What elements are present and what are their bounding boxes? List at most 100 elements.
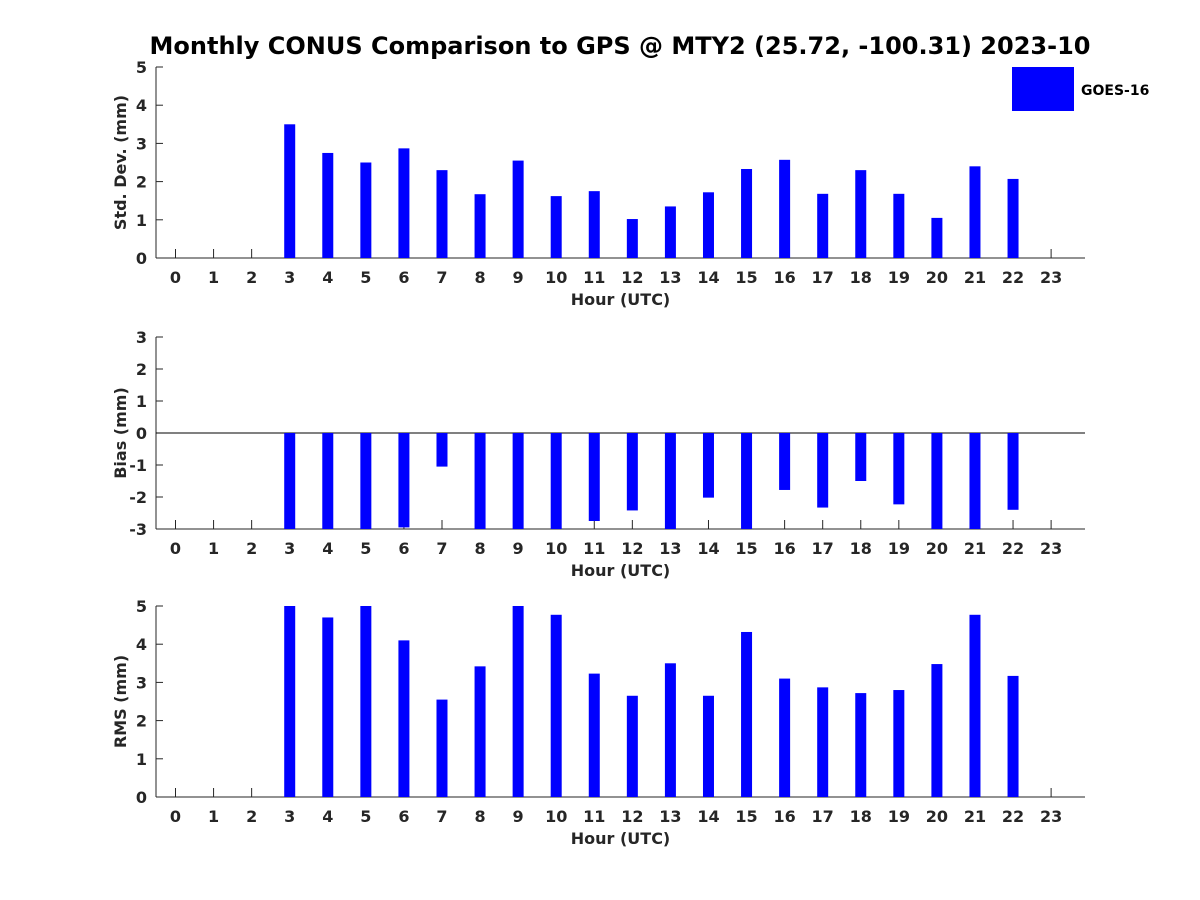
bar-hour-6 bbox=[398, 148, 410, 258]
y-tick-label: 1 bbox=[136, 750, 147, 769]
y-tick-label: 0 bbox=[136, 788, 147, 807]
x-tick-label: 12 bbox=[621, 268, 643, 287]
bar-hour-20 bbox=[931, 433, 943, 529]
x-tick-label: 23 bbox=[1040, 268, 1062, 287]
bar-hour-19 bbox=[893, 193, 905, 258]
x-tick-label: 4 bbox=[322, 807, 333, 826]
x-tick-label: 1 bbox=[208, 268, 219, 287]
y-axis-label: Bias (mm) bbox=[111, 387, 130, 479]
legend-swatch bbox=[1012, 67, 1074, 111]
x-tick-label: 21 bbox=[964, 807, 986, 826]
bar-hour-21 bbox=[969, 166, 981, 258]
x-tick-label: 22 bbox=[1002, 807, 1024, 826]
x-tick-label: 5 bbox=[360, 807, 371, 826]
chart-title: Monthly CONUS Comparison to GPS @ MTY2 (… bbox=[150, 32, 1091, 60]
bar-hour-3 bbox=[284, 124, 296, 258]
bar-hour-15 bbox=[741, 168, 753, 258]
x-tick-label: 23 bbox=[1040, 807, 1062, 826]
bar-hour-9 bbox=[512, 606, 524, 797]
bar-hour-17 bbox=[817, 433, 829, 508]
y-tick-label: 1 bbox=[136, 211, 147, 230]
bar-hour-10 bbox=[550, 433, 562, 529]
x-tick-label: 18 bbox=[850, 268, 872, 287]
y-axis-label: Std. Dev. (mm) bbox=[111, 95, 130, 230]
x-tick-label: 6 bbox=[398, 807, 409, 826]
x-tick-label: 19 bbox=[888, 268, 910, 287]
x-tick-label: 11 bbox=[583, 807, 605, 826]
bar-hour-14 bbox=[702, 695, 714, 797]
bar-hour-18 bbox=[855, 693, 867, 797]
bar-hour-10 bbox=[550, 614, 562, 797]
x-tick-label: 4 bbox=[322, 268, 333, 287]
bar-hour-3 bbox=[284, 606, 296, 797]
x-tick-label: 21 bbox=[964, 539, 986, 558]
x-tick-label: 16 bbox=[773, 807, 795, 826]
x-tick-label: 7 bbox=[436, 268, 447, 287]
bar-hour-20 bbox=[931, 664, 943, 797]
bar-hour-14 bbox=[702, 433, 714, 498]
x-tick-label: 0 bbox=[170, 539, 181, 558]
y-tick-label: 1 bbox=[136, 392, 147, 411]
x-tick-label: 8 bbox=[474, 268, 485, 287]
x-tick-label: 13 bbox=[659, 807, 681, 826]
bar-hour-19 bbox=[893, 690, 905, 797]
bar-hour-13 bbox=[664, 206, 676, 258]
x-axis-label: Hour (UTC) bbox=[571, 829, 671, 848]
legend-label-goes-16: GOES-16 bbox=[1081, 83, 1149, 99]
x-tick-label: 21 bbox=[964, 268, 986, 287]
x-tick-label: 9 bbox=[513, 268, 524, 287]
x-tick-label: 7 bbox=[436, 807, 447, 826]
x-tick-label: 7 bbox=[436, 539, 447, 558]
bar-hour-4 bbox=[322, 433, 334, 529]
bar-hour-16 bbox=[779, 678, 791, 797]
x-tick-label: 5 bbox=[360, 268, 371, 287]
x-tick-label: 19 bbox=[888, 539, 910, 558]
x-tick-label: 2 bbox=[246, 807, 257, 826]
x-tick-label: 12 bbox=[621, 539, 643, 558]
x-tick-label: 3 bbox=[284, 539, 295, 558]
x-tick-label: 6 bbox=[398, 539, 409, 558]
bar-hour-7 bbox=[436, 433, 448, 467]
bar-hour-4 bbox=[322, 152, 334, 258]
bar-hour-15 bbox=[741, 433, 753, 529]
x-tick-label: 14 bbox=[697, 807, 719, 826]
x-tick-label: 1 bbox=[208, 539, 219, 558]
bar-hour-9 bbox=[512, 433, 524, 529]
x-tick-label: 9 bbox=[513, 539, 524, 558]
x-tick-label: 5 bbox=[360, 539, 371, 558]
x-tick-label: 1 bbox=[208, 807, 219, 826]
x-tick-label: 17 bbox=[812, 268, 834, 287]
bar-hour-12 bbox=[626, 695, 638, 797]
bar-hour-3 bbox=[284, 433, 296, 529]
x-tick-label: 22 bbox=[1002, 539, 1024, 558]
bar-hour-16 bbox=[779, 433, 791, 490]
bar-hour-5 bbox=[360, 606, 372, 797]
bar-hour-13 bbox=[664, 663, 676, 797]
bar-hour-7 bbox=[436, 699, 448, 797]
x-tick-label: 11 bbox=[583, 539, 605, 558]
bar-hour-15 bbox=[741, 631, 753, 797]
y-tick-label: 4 bbox=[136, 635, 147, 654]
x-tick-label: 16 bbox=[773, 539, 795, 558]
y-tick-label: 3 bbox=[136, 134, 147, 153]
x-tick-label: 11 bbox=[583, 268, 605, 287]
x-tick-label: 17 bbox=[812, 807, 834, 826]
bar-hour-11 bbox=[588, 191, 600, 258]
y-tick-label: 3 bbox=[136, 673, 147, 692]
x-tick-label: 14 bbox=[697, 268, 719, 287]
x-tick-label: 2 bbox=[246, 268, 257, 287]
x-tick-label: 3 bbox=[284, 807, 295, 826]
bar-hour-17 bbox=[817, 687, 829, 797]
x-axis-label: Hour (UTC) bbox=[571, 290, 671, 309]
bar-hour-12 bbox=[626, 433, 638, 511]
x-tick-label: 13 bbox=[659, 268, 681, 287]
y-tick-label: 4 bbox=[136, 96, 147, 115]
y-tick-label: 3 bbox=[136, 328, 147, 347]
y-tick-label: 5 bbox=[136, 597, 147, 616]
bar-hour-5 bbox=[360, 162, 372, 258]
